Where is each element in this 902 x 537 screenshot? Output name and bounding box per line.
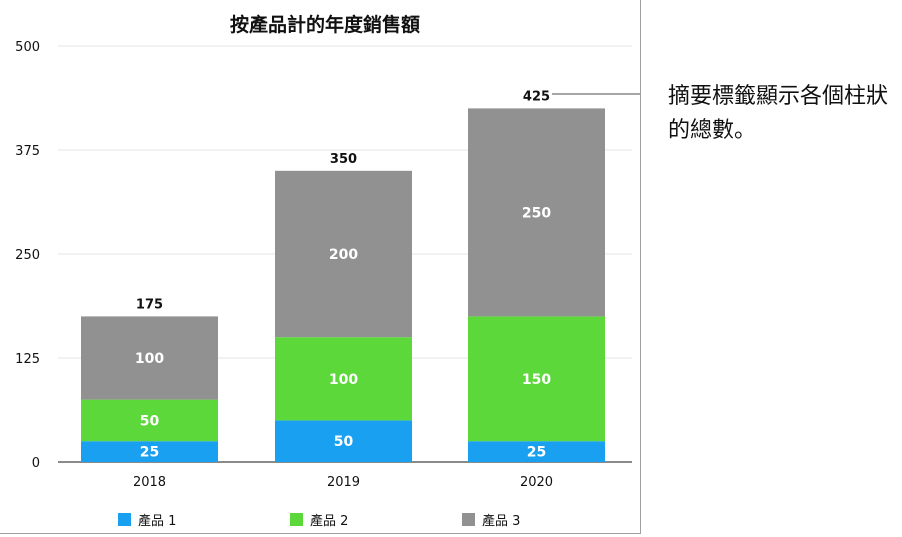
legend-swatch xyxy=(462,513,475,526)
data-label: 200 xyxy=(329,247,358,263)
bar-segment xyxy=(275,337,412,421)
data-label: 50 xyxy=(334,434,354,450)
total-label: 350 xyxy=(330,152,357,167)
legend-label: 產品 1 xyxy=(138,513,176,529)
legend-swatch xyxy=(118,513,131,526)
legend-label: 產品 2 xyxy=(310,513,348,529)
y-tick-label: 125 xyxy=(15,352,40,367)
bar-segment xyxy=(81,399,218,442)
stacked-bar-chart: 按產品計的年度銷售額 0 125 250 375 500 25 50 100 175 2018 50 1… xyxy=(15,13,640,529)
bar-segment xyxy=(81,441,218,462)
legend-swatch xyxy=(290,513,303,526)
bar-segment xyxy=(468,441,605,462)
data-label: 100 xyxy=(135,351,164,367)
bar-segment xyxy=(468,108,605,317)
chart-title: 按產品計的年度銷售額 xyxy=(230,13,420,36)
data-label: 50 xyxy=(140,413,160,429)
legend-label: 產品 3 xyxy=(482,513,520,529)
total-label: 175 xyxy=(136,297,163,312)
bar-segment xyxy=(81,316,218,400)
annotation-text: 摘要標籤顯示各個柱狀的總數。 xyxy=(668,84,889,143)
x-tick-label: 2019 xyxy=(327,475,360,490)
x-tick-label: 2020 xyxy=(520,475,553,490)
total-label: 425 xyxy=(523,89,550,104)
data-label: 25 xyxy=(527,445,546,461)
chart-frame xyxy=(0,0,641,534)
y-tick-label: 250 xyxy=(15,248,40,263)
y-tick-label: 375 xyxy=(15,144,40,159)
data-label: 250 xyxy=(522,205,551,221)
data-label: 25 xyxy=(140,445,159,461)
y-tick-label: 500 xyxy=(15,40,40,55)
bar-segment xyxy=(275,420,412,462)
data-label: 100 xyxy=(329,372,358,388)
x-tick-label: 2018 xyxy=(133,475,166,490)
bar-segment xyxy=(468,316,605,442)
y-tick-label: 0 xyxy=(32,456,40,471)
data-label: 150 xyxy=(522,372,551,388)
bar-segment xyxy=(275,170,412,338)
